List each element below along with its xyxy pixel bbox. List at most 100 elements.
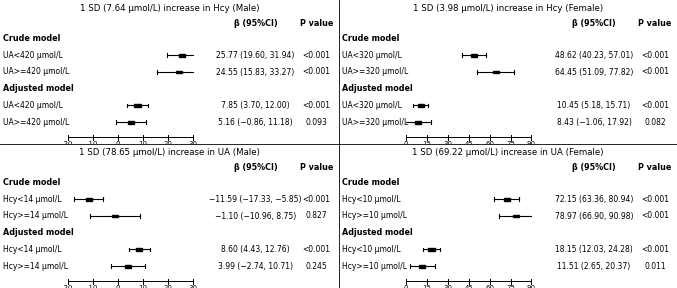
Text: -20: -20 [62,141,73,147]
Text: 90: 90 [527,141,536,147]
Text: −1.10 (−10.96, 8.75): −1.10 (−10.96, 8.75) [215,211,297,221]
Text: 78.97 (66.90, 90.98): 78.97 (66.90, 90.98) [555,211,633,221]
Text: Crude model: Crude model [3,178,61,187]
Text: 72.15 (63.36, 80.94): 72.15 (63.36, 80.94) [555,195,633,204]
Text: <0.001: <0.001 [303,101,330,110]
Text: P value: P value [300,19,333,28]
Text: 8.60 (4.43, 12.76): 8.60 (4.43, 12.76) [221,245,290,254]
Text: 30: 30 [443,141,452,147]
Text: Hcy<10 μmol/L: Hcy<10 μmol/L [342,195,401,204]
Text: P value: P value [638,163,672,172]
Text: <0.001: <0.001 [303,67,330,77]
Text: UA>=420 μmol/L: UA>=420 μmol/L [3,118,70,127]
Text: 10.45 (5.18, 15.71): 10.45 (5.18, 15.71) [557,101,631,110]
Text: Hcy<14 μmol/L: Hcy<14 μmol/L [3,245,62,254]
Text: 0.245: 0.245 [305,262,328,271]
Text: <0.001: <0.001 [641,101,669,110]
Text: UA>=420 μmol/L: UA>=420 μmol/L [3,67,70,77]
Text: UA>=320 μmol/L: UA>=320 μmol/L [342,118,408,127]
Bar [135,104,141,107]
Text: 75: 75 [506,141,515,147]
Text: P value: P value [638,19,672,28]
Bar [136,248,142,251]
Text: 0: 0 [116,285,120,288]
Text: <0.001: <0.001 [303,245,330,254]
Text: 0.011: 0.011 [645,262,665,271]
Text: 1 SD (69.22 μmol/L) increase in UA (Female): 1 SD (69.22 μmol/L) increase in UA (Fema… [412,148,603,157]
Text: 30: 30 [188,285,198,288]
Bar [493,71,499,73]
Text: Crude model: Crude model [342,178,399,187]
Text: 30: 30 [188,141,198,147]
Bar [176,71,182,73]
Bar [128,121,134,124]
Text: <0.001: <0.001 [303,195,330,204]
Text: 18.15 (12.03, 24.28): 18.15 (12.03, 24.28) [555,245,633,254]
Text: 48.62 (40.23, 57.01): 48.62 (40.23, 57.01) [555,51,633,60]
Text: UA<320 μmol/L: UA<320 μmol/L [342,51,401,60]
Text: β (95%CI): β (95%CI) [234,19,278,28]
Text: 0.093: 0.093 [305,118,328,127]
Text: 15: 15 [422,141,431,147]
Text: Adjusted model: Adjusted model [342,228,413,237]
Text: Crude model: Crude model [3,34,61,43]
Text: 0: 0 [404,285,408,288]
Text: β (95%CI): β (95%CI) [572,163,616,172]
Text: 0.082: 0.082 [645,118,665,127]
Bar [86,198,92,200]
Text: 24.55 (15.83, 33.27): 24.55 (15.83, 33.27) [217,67,294,77]
Text: 0.827: 0.827 [306,211,327,221]
Text: Hcy<14 μmol/L: Hcy<14 μmol/L [3,195,62,204]
Text: 1 SD (7.64 μmol/L) increase in Hcy (Male): 1 SD (7.64 μmol/L) increase in Hcy (Male… [79,4,259,13]
Text: 3.99 (−2.74, 10.71): 3.99 (−2.74, 10.71) [218,262,293,271]
Text: <0.001: <0.001 [641,211,669,221]
Text: Adjusted model: Adjusted model [3,228,74,237]
Text: Adjusted model: Adjusted model [342,84,413,93]
Text: <0.001: <0.001 [641,51,669,60]
Text: 75: 75 [506,285,515,288]
Text: −11.59 (−17.33, −5.85): −11.59 (−17.33, −5.85) [209,195,302,204]
Text: 90: 90 [527,285,536,288]
Text: 15: 15 [422,285,431,288]
Bar [418,104,424,107]
Text: Crude model: Crude model [342,34,399,43]
Text: <0.001: <0.001 [641,195,669,204]
Text: 45: 45 [464,141,473,147]
Text: -10: -10 [87,141,98,147]
Bar [112,215,118,217]
Text: UA<420 μmol/L: UA<420 μmol/L [3,51,63,60]
Text: Hcy>=14 μmol/L: Hcy>=14 μmol/L [3,211,68,221]
Bar [429,248,435,251]
Bar [504,198,510,200]
Text: Hcy<10 μmol/L: Hcy<10 μmol/L [342,245,401,254]
Bar [471,54,477,56]
Text: 45: 45 [464,285,473,288]
Bar [125,265,131,268]
Text: <0.001: <0.001 [303,51,330,60]
Text: 0: 0 [404,141,408,147]
Text: UA<320 μmol/L: UA<320 μmol/L [342,101,401,110]
Text: Hcy>=10 μmol/L: Hcy>=10 μmol/L [342,262,407,271]
Text: <0.001: <0.001 [641,245,669,254]
Text: UA>=320 μmol/L: UA>=320 μmol/L [342,67,408,77]
Text: 30: 30 [443,285,452,288]
Text: 64.45 (51.09, 77.82): 64.45 (51.09, 77.82) [555,67,633,77]
Text: 1 SD (78.65 μmol/L) increase in UA (Male): 1 SD (78.65 μmol/L) increase in UA (Male… [79,148,260,157]
Bar [415,121,421,124]
Text: 60: 60 [485,141,494,147]
Text: Hcy>=10 μmol/L: Hcy>=10 μmol/L [342,211,407,221]
Text: Adjusted model: Adjusted model [3,84,74,93]
Text: 10: 10 [138,285,148,288]
Text: 8.43 (−1.06, 17.92): 8.43 (−1.06, 17.92) [556,118,632,127]
Text: 25.77 (19.60, 31.94): 25.77 (19.60, 31.94) [217,51,294,60]
Text: -20: -20 [62,285,73,288]
Bar [419,265,425,268]
Text: 7.85 (3.70, 12.00): 7.85 (3.70, 12.00) [221,101,290,110]
Text: 20: 20 [163,141,173,147]
Text: 0: 0 [116,141,120,147]
Text: β (95%CI): β (95%CI) [572,19,616,28]
Text: 10: 10 [138,141,148,147]
Text: Hcy>=14 μmol/L: Hcy>=14 μmol/L [3,262,68,271]
Text: 20: 20 [163,285,173,288]
Text: P value: P value [300,163,333,172]
